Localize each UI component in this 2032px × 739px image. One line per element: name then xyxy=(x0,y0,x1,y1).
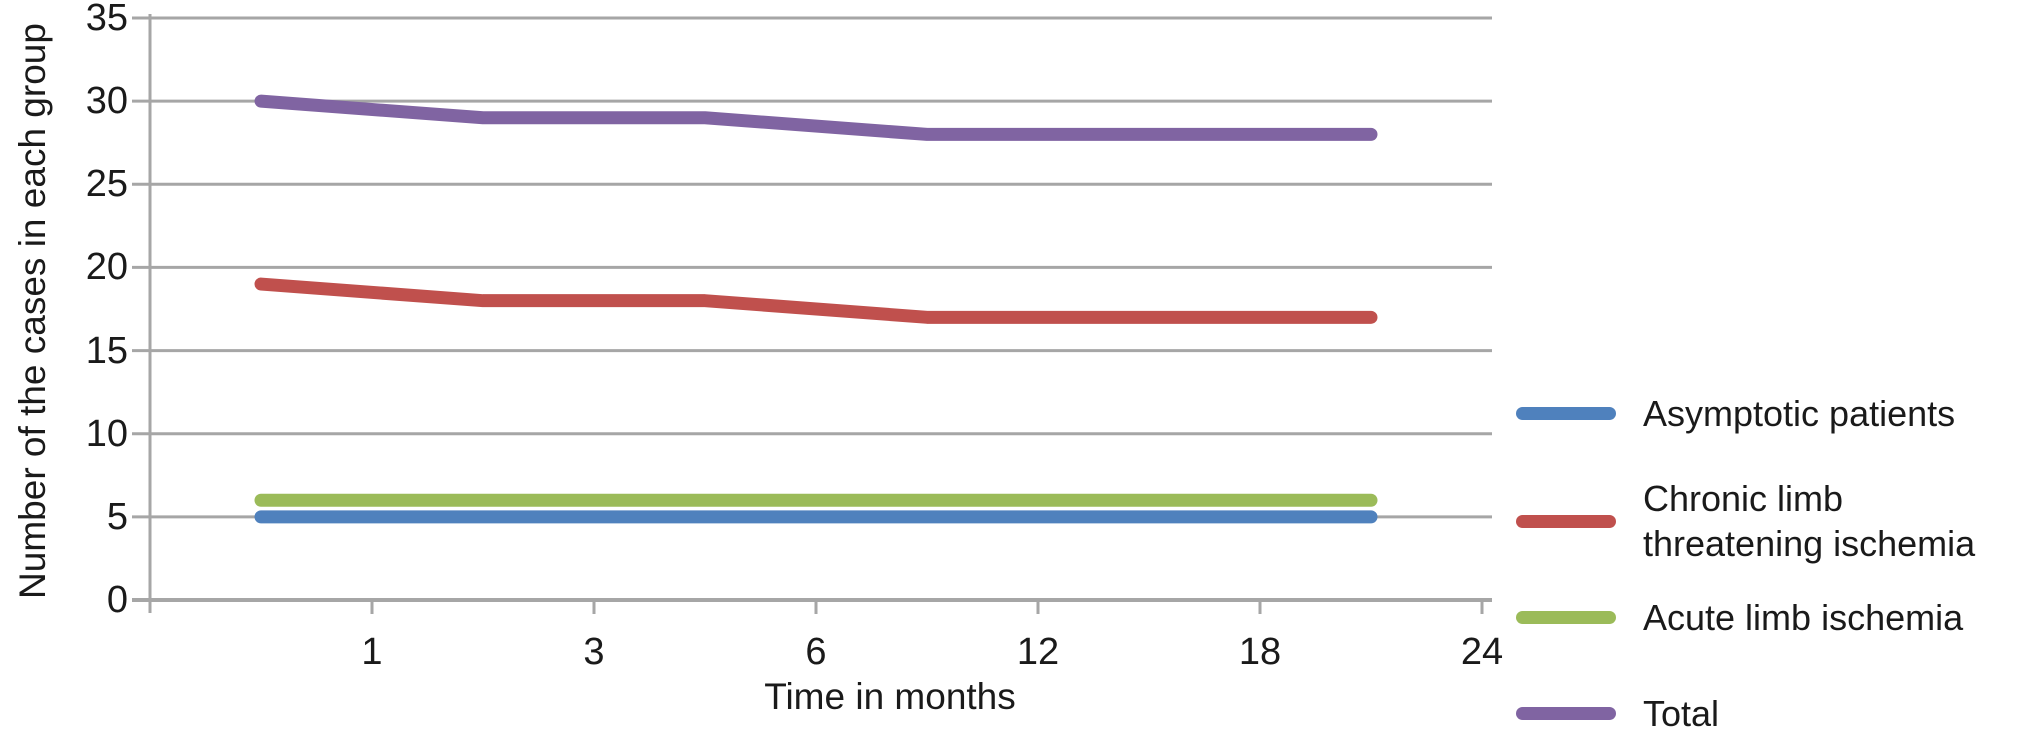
x-axis-title: Time in months xyxy=(764,676,1016,717)
x-tick-label: 24 xyxy=(1460,631,1504,673)
legend-item: Asymptotic patients xyxy=(1516,390,1955,436)
series-line-chronic-limb-threatening-ischemia xyxy=(254,277,1378,324)
legend: Asymptotic patients Chronic limb threaten… xyxy=(1516,0,2032,739)
x-tick-label: 6 xyxy=(805,631,827,673)
y-tick-label: 20 xyxy=(85,246,128,289)
legend-swatch xyxy=(1516,706,1616,720)
x-tick-label: 12 xyxy=(1016,631,1060,673)
legend-item: Chronic limb threatening ischemia xyxy=(1516,476,2032,566)
legend-swatch xyxy=(1516,610,1616,624)
legend-swatch xyxy=(1516,514,1616,528)
x-tick-label: 18 xyxy=(1238,631,1282,673)
y-tick-label: 10 xyxy=(85,412,128,455)
y-tick-label: 0 xyxy=(106,579,128,621)
y-tick-label: 35 xyxy=(85,0,128,39)
y-tick-label: 15 xyxy=(85,329,128,372)
y-tick-label: 30 xyxy=(85,80,128,123)
legend-label: Asymptotic patients xyxy=(1643,392,1956,434)
legend-label: Chronic limb threatening ischemia xyxy=(1643,478,1976,564)
x-tick-label: 1 xyxy=(361,631,383,673)
legend-item: Acute limb ischemia xyxy=(1516,594,1963,640)
legend-label: Acute limb ischemia xyxy=(1643,596,1964,638)
y-tick-label: 5 xyxy=(106,495,128,538)
legend-label: Total xyxy=(1643,692,1720,734)
y-tick-label: 25 xyxy=(85,163,128,206)
x-tick-label: 3 xyxy=(583,631,605,673)
legend-item: Total xyxy=(1516,690,1719,736)
legend-swatch xyxy=(1516,406,1616,420)
series-line-total xyxy=(254,94,1378,141)
